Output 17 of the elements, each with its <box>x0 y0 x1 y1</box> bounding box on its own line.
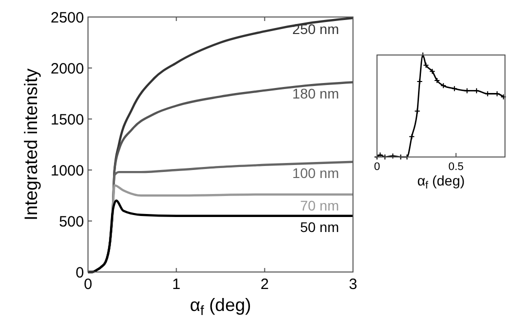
y-tick-label: 1000 <box>50 162 84 180</box>
y-axis-title: Integrated intensity <box>21 68 41 221</box>
x-tick-label: 1 <box>172 276 181 293</box>
x-tick-label: 0.5 <box>448 161 464 173</box>
y-tick-label: 2500 <box>50 9 84 26</box>
x-axis-title: α$_{f}$ (deg) <box>190 295 252 318</box>
y-tick-label: 0 <box>76 264 84 282</box>
y-tick-label: 500 <box>58 213 84 230</box>
series-label: 70 nm <box>300 197 339 214</box>
x-tick-label: 2 <box>260 276 269 293</box>
x-axis-title: α$_{f}$ (deg) <box>417 172 465 192</box>
series-label: 100 nm <box>292 164 339 181</box>
x-tick-label: 3 <box>348 276 358 293</box>
series-label: 180 nm <box>292 85 339 102</box>
series-label: 50 nm <box>300 218 339 235</box>
y-tick-label: 1500 <box>50 111 84 128</box>
y-tick-label: 2000 <box>50 60 84 78</box>
